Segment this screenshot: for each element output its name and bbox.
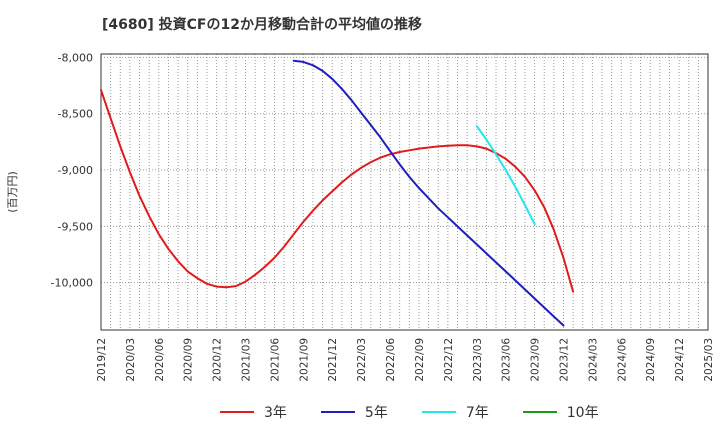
x-tick-label: 2019/12	[96, 338, 108, 382]
legend-label-5y: 5年	[364, 405, 388, 421]
x-tick-label: 2022/12	[443, 338, 455, 382]
x-tick-label: 2022/03	[356, 338, 368, 382]
legend-label-7y: 7年	[465, 405, 489, 421]
x-tick-label: 2020/12	[212, 338, 224, 382]
x-tick-label: 2021/12	[327, 338, 339, 382]
x-tick-label: 2020/09	[183, 338, 195, 382]
legend-item-10y[interactable]: 10年	[522, 402, 599, 422]
x-tick-label: 2023/03	[472, 338, 484, 382]
y-tick-label: -8,500	[58, 108, 93, 121]
legend-swatch-3y	[220, 411, 254, 413]
legend-swatch-7y	[421, 411, 456, 413]
plot-frame	[100, 53, 709, 331]
x-tick-label: 2025/03	[703, 338, 715, 382]
x-tick-label: 2023/06	[501, 338, 513, 382]
x-tick-label: 2024/09	[645, 338, 657, 382]
x-tick-label: 2021/06	[269, 338, 281, 382]
x-tick-label: 2024/03	[587, 338, 599, 382]
legend: 3年 5年 7年 10年	[220, 402, 633, 422]
x-tick-label: 2021/03	[241, 338, 253, 382]
x-tick-label: 2024/06	[616, 338, 628, 382]
chart-title: [4680] 投資CFの12か月移動合計の平均値の推移	[102, 17, 422, 33]
x-tick-label: 2023/12	[558, 338, 570, 382]
x-tick-label: 2021/09	[298, 338, 310, 382]
x-tick-label: 2022/09	[414, 338, 426, 382]
series-line-1	[100, 89, 575, 293]
x-tick-label: 2024/12	[674, 338, 686, 382]
legend-label-3y: 3年	[264, 405, 287, 421]
y-tick-label: -9,000	[58, 164, 93, 177]
legend-label-10y: 10年	[566, 405, 599, 421]
legend-swatch-10y	[522, 411, 557, 413]
y-tick-label: -9,500	[58, 220, 93, 233]
series-line-2	[292, 59, 565, 327]
legend-swatch-5y	[320, 411, 355, 413]
legend-item-3y[interactable]: 3年	[220, 402, 287, 422]
y-tick-label: -10,000	[51, 277, 93, 290]
x-tick-label: 2023/09	[530, 338, 542, 382]
y-tick-label: -8,000	[58, 51, 93, 64]
y-axis-label: (百万円)	[6, 171, 19, 213]
legend-item-7y[interactable]: 7年	[421, 402, 489, 422]
x-tick-label: 2020/03	[125, 338, 137, 382]
series-line-3	[475, 125, 536, 226]
x-tick-label: 2022/06	[385, 338, 397, 382]
legend-item-5y[interactable]: 5年	[320, 402, 388, 422]
x-tick-label: 2020/06	[154, 338, 166, 382]
